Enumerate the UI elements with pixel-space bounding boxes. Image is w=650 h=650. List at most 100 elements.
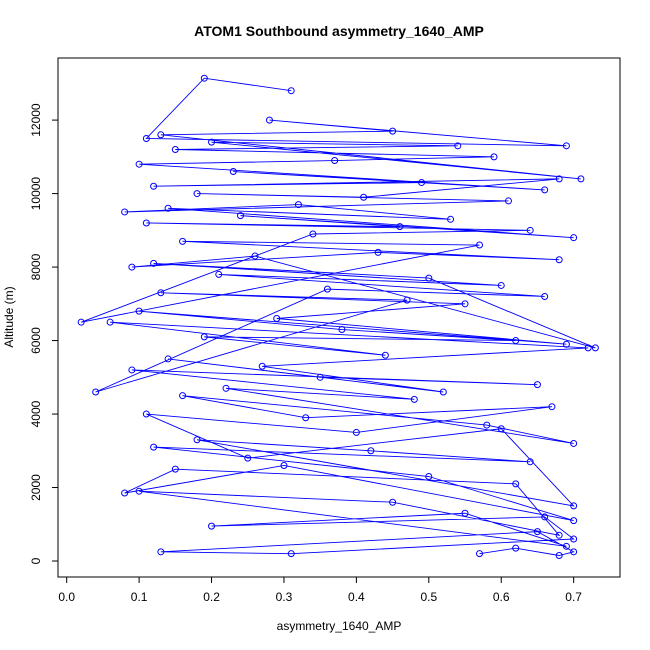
data-point: [135, 487, 143, 495]
data-point: [374, 248, 382, 256]
data-point: [331, 157, 339, 165]
data-point: [490, 153, 498, 161]
data-point: [555, 531, 563, 539]
data-point: [403, 296, 411, 304]
data-point: [425, 473, 433, 481]
data-point: [476, 550, 483, 558]
y-tick-label: 4000: [29, 400, 43, 427]
data-point: [157, 131, 165, 139]
data-point: [447, 215, 455, 223]
data-point: [526, 226, 534, 234]
chart-title: ATOM1 Southbound asymmetry_1640_AMP: [194, 23, 484, 39]
y-tick-label: 6000: [29, 327, 43, 354]
data-point: [562, 142, 570, 150]
data-point: [121, 489, 129, 497]
data-point: [526, 458, 534, 466]
data-point: [454, 142, 462, 150]
data-point: [425, 274, 433, 282]
data-point: [512, 544, 520, 552]
data-point: [265, 116, 273, 124]
data-point: [497, 281, 505, 289]
data-point: [229, 168, 237, 176]
data-point: [570, 502, 578, 510]
data-point: [121, 208, 129, 216]
data-point: [287, 87, 295, 95]
data-point: [193, 436, 201, 444]
data-point: [512, 337, 520, 345]
plot-frame: [57, 57, 621, 578]
data-point: [367, 447, 375, 455]
x-tick-label: 0.4: [348, 590, 365, 604]
data-point: [533, 381, 541, 389]
data-point: [157, 548, 165, 556]
x-axis-label: asymmetry_1640_AMP: [277, 619, 402, 633]
data-point: [570, 535, 578, 543]
data-point: [323, 285, 331, 293]
y-tick-label: 10000: [29, 177, 43, 211]
y-axis-label: Altitude (m): [2, 286, 16, 347]
data-point: [396, 223, 404, 231]
data-point: [512, 480, 520, 488]
data-point: [193, 190, 201, 198]
data-point: [135, 307, 143, 315]
data-point: [570, 548, 578, 556]
data-point: [92, 388, 100, 396]
data-point: [591, 344, 599, 352]
data-point: [280, 461, 288, 469]
data-point: [541, 513, 549, 521]
data-point: [244, 454, 252, 462]
data-point: [215, 270, 223, 278]
data-point: [157, 289, 165, 297]
data-point: [77, 318, 85, 326]
x-tick-label: 0.0: [58, 590, 75, 604]
data-point: [577, 175, 585, 183]
y-tick-label: 2000: [29, 474, 43, 501]
x-tick-label: 0.2: [203, 590, 220, 604]
data-point: [171, 465, 179, 473]
data-point: [222, 384, 230, 392]
y-tick-label: 0: [29, 557, 43, 564]
data-point: [352, 428, 360, 436]
data-point: [555, 256, 563, 264]
data-point: [555, 175, 563, 183]
data-point: [302, 414, 310, 422]
data-point: [200, 333, 208, 341]
data-point: [309, 230, 317, 238]
data-point: [381, 351, 389, 359]
data-point: [461, 509, 469, 517]
data-point: [541, 186, 549, 194]
y-tick-label: 8000: [29, 253, 43, 280]
x-tick-label: 0.6: [493, 590, 510, 604]
data-point: [360, 193, 368, 201]
data-point: [541, 292, 549, 300]
data-point: [150, 443, 158, 451]
data-point: [142, 410, 150, 418]
data-point: [483, 421, 491, 429]
data-point: [294, 201, 302, 209]
data-point: [389, 498, 397, 506]
data-point: [461, 300, 469, 308]
data-point: [258, 362, 266, 370]
data-point: [562, 542, 570, 550]
data-point: [150, 259, 158, 267]
data-point: [135, 160, 143, 168]
data-point: [200, 74, 208, 82]
data-point: [418, 179, 426, 187]
data-point: [128, 366, 136, 374]
data-point: [237, 212, 245, 220]
data-point: [171, 145, 179, 153]
data-point: [179, 237, 187, 245]
data-line: [81, 77, 596, 556]
data-point: [570, 234, 578, 242]
data-point: [208, 522, 216, 530]
data-point: [128, 263, 136, 271]
data-point: [251, 252, 259, 260]
x-tick-label: 0.1: [131, 590, 148, 604]
data-point: [164, 204, 172, 212]
data-point: [273, 315, 281, 323]
data-point: [476, 241, 483, 249]
data-point: [208, 138, 216, 146]
data-point: [106, 318, 114, 326]
